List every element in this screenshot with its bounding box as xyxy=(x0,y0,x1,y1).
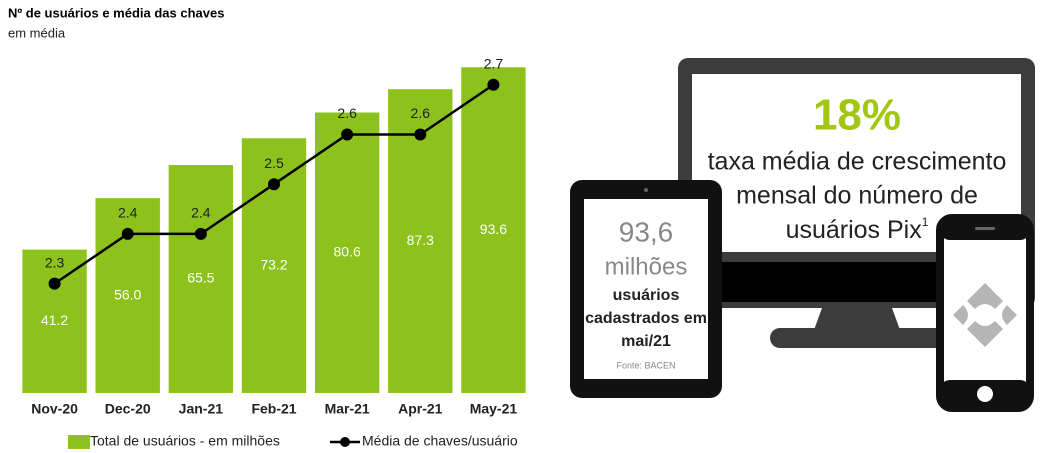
tablet-screen xyxy=(584,199,708,379)
x-tick-label: Mar-21 xyxy=(325,401,370,417)
logo-part xyxy=(967,283,1003,309)
line-marker xyxy=(268,178,280,191)
line-value-label: 2.6 xyxy=(337,105,357,121)
phone-frame xyxy=(936,214,1034,412)
monitor-neck xyxy=(814,308,900,330)
description-line: taxa média de crescimento xyxy=(708,148,1007,176)
bar xyxy=(461,67,526,393)
legend-swatch xyxy=(340,437,350,447)
tablet-value: 93,6 xyxy=(619,216,674,247)
tablet-camera xyxy=(644,188,648,192)
description-line: usuários Pix1 xyxy=(786,215,929,243)
tablet-source: Fonte: BACEN xyxy=(616,360,675,370)
tablet-caption: usuários xyxy=(613,287,680,304)
logo-part xyxy=(953,305,968,325)
line-marker xyxy=(341,128,354,141)
line-marker xyxy=(487,78,500,91)
phone-speaker xyxy=(975,227,995,230)
legend-label: Total de usuários - em milhões xyxy=(90,433,280,449)
line-value-label: 2.4 xyxy=(118,205,138,221)
line-marker xyxy=(121,227,134,240)
x-tick-label: Nov-20 xyxy=(31,401,78,417)
bar xyxy=(314,112,380,394)
line-value-label: 2.5 xyxy=(264,155,284,171)
phone-button xyxy=(977,386,993,402)
x-tick-label: Feb-21 xyxy=(251,401,296,417)
x-tick-label: Jan-21 xyxy=(179,401,224,417)
line-value-label: 2.4 xyxy=(191,205,211,221)
bar-value-label: 65.5 xyxy=(187,270,214,286)
phone xyxy=(936,214,1034,412)
line-marker xyxy=(48,277,61,290)
x-tick-label: Apr-21 xyxy=(398,401,443,417)
bar-value-label: 73.2 xyxy=(260,256,287,272)
tablet: 93,6 milhões usuários cadastrados em mai… xyxy=(570,180,722,398)
line-marker xyxy=(194,227,207,240)
bar-value-label: 56.0 xyxy=(114,286,141,302)
bar xyxy=(22,249,87,393)
x-tick-label: May-21 xyxy=(470,401,518,417)
description-line: usuários Pix xyxy=(786,216,923,244)
line-value-label: 2.6 xyxy=(411,105,431,121)
legend-swatch xyxy=(68,435,90,449)
logo-part xyxy=(967,321,1003,347)
tablet-unit: milhões xyxy=(605,253,688,280)
bar-value-label: 41.2 xyxy=(41,312,68,328)
description-line: mensal do número de xyxy=(736,182,978,210)
bar-value-label: 80.6 xyxy=(334,243,361,259)
tablet-caption: mai/21 xyxy=(621,333,671,350)
headline: 18% xyxy=(813,91,901,140)
line-value-label: 2.7 xyxy=(484,55,504,71)
bar-value-label: 93.6 xyxy=(480,221,507,237)
pix-logo xyxy=(953,283,1017,347)
chart-title: Nº de usuários e média das chaves xyxy=(8,5,224,20)
footnote-mark: 1 xyxy=(922,215,929,229)
bar-value-label: 87.3 xyxy=(407,232,434,248)
line-marker xyxy=(414,128,427,141)
logo-part xyxy=(1002,305,1017,325)
line-value-label: 2.3 xyxy=(45,254,65,270)
x-tick-label: Dec-20 xyxy=(105,401,151,417)
tablet-caption: cadastrados em xyxy=(585,310,707,327)
legend-label: Média de chaves/usuário xyxy=(362,433,518,449)
monitor-base xyxy=(770,328,945,348)
bar xyxy=(168,165,234,393)
chart-subtitle: em média xyxy=(8,25,66,40)
